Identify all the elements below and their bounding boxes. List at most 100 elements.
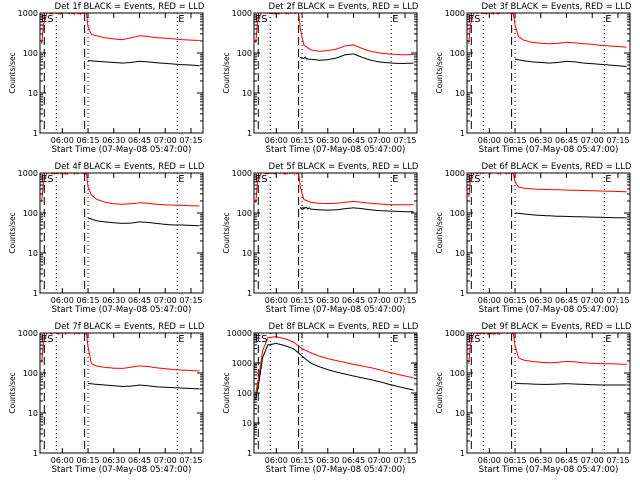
- lld-series-line: [255, 336, 414, 394]
- x-tick-label: 06:00: [478, 456, 501, 465]
- y-tick-label: 10: [242, 419, 252, 428]
- x-tick-label: 06:45: [128, 136, 151, 145]
- y-axis-label: Counts/sec: [435, 212, 444, 253]
- x-tick-label: 06:15: [504, 136, 527, 145]
- start-marker-label: ES: [468, 14, 481, 25]
- y-tick-label: 10: [28, 89, 38, 98]
- y-axis-label: Counts/sec: [8, 212, 17, 253]
- y-tick-label: 100: [23, 49, 38, 58]
- events-series-line: [515, 382, 627, 386]
- panel-title: Det 7f BLACK = Events, RED = LLD: [55, 322, 205, 332]
- y-tick-label: 10: [455, 249, 465, 258]
- plot-frame: [253, 172, 418, 294]
- end-marker-label: E: [605, 334, 611, 345]
- y-axis-label: Counts/sec: [222, 52, 231, 93]
- x-tick-label: 06:00: [265, 136, 288, 145]
- x-tick-label: 06:45: [128, 456, 151, 465]
- x-tick-label: 06:45: [555, 136, 578, 145]
- x-tick-label: 06:15: [504, 456, 527, 465]
- x-tick-label: 06:00: [51, 296, 74, 305]
- detector-panel: Det 6f BLACK = Events, RED = LLD 1 10 100 10…: [435, 162, 632, 315]
- panel-title: Det 6f BLACK = Events, RED = LLD: [482, 162, 632, 172]
- plot-frame: [39, 172, 204, 294]
- end-marker-label: E: [392, 334, 398, 345]
- x-axis-label: Start Time (07-May-08 05:47:00): [479, 465, 619, 475]
- x-tick-label: 06:00: [51, 456, 74, 465]
- y-tick-label: 1: [247, 449, 252, 458]
- end-marker-label: E: [605, 14, 611, 25]
- plot-frame: [253, 332, 418, 454]
- y-tick-label: 1000: [232, 169, 252, 178]
- y-axis-label: Counts/sec: [8, 372, 17, 413]
- detector-panel: Det 8f BLACK = Events, RED = LLD 1 10 100 10…: [222, 322, 419, 475]
- x-tick-label: 07:15: [606, 136, 629, 145]
- x-axis-label: Start Time (07-May-08 05:47:00): [266, 305, 406, 315]
- end-marker-label: E: [178, 174, 184, 185]
- start-marker-label: ES: [41, 334, 54, 345]
- y-axis-label: Counts/sec: [222, 212, 231, 253]
- x-tick-label: 06:30: [102, 456, 125, 465]
- y-tick-label: 1000: [445, 9, 465, 18]
- lld-series-line: [468, 333, 627, 365]
- start-marker-label: ES: [468, 334, 481, 345]
- x-tick-label: 07:00: [154, 296, 177, 305]
- x-tick-label: 07:00: [581, 456, 604, 465]
- x-tick-label: 07:15: [393, 136, 416, 145]
- y-tick-label: 1000: [18, 9, 38, 18]
- y-tick-label: 1000: [232, 359, 252, 368]
- y-tick-label: 1000: [445, 329, 465, 338]
- y-tick-label: 100: [450, 209, 465, 218]
- y-tick-label: 100: [237, 49, 252, 58]
- y-axis-label: Counts/sec: [8, 52, 17, 93]
- y-tick-label: 1: [247, 289, 252, 298]
- start-marker-label: ES: [468, 174, 481, 185]
- detector-panel: Det 2f BLACK = Events, RED = LLD 1 10 100 10…: [222, 2, 419, 155]
- lld-series-line: [41, 333, 200, 372]
- x-tick-label: 06:30: [529, 296, 552, 305]
- y-tick-label: 10: [455, 89, 465, 98]
- end-marker-label: E: [392, 174, 398, 185]
- y-tick-label: 1: [460, 449, 465, 458]
- end-marker-label: E: [605, 174, 611, 185]
- y-axis-label: Counts/sec: [222, 372, 231, 413]
- x-axis-label: Start Time (07-May-08 05:47:00): [479, 145, 619, 155]
- end-marker-label: E: [178, 334, 184, 345]
- y-tick-label: 100: [237, 209, 252, 218]
- events-series-line: [514, 58, 627, 67]
- y-tick-label: 10000: [227, 329, 252, 338]
- detector-panel: Det 9f BLACK = Events, RED = LLD 1 10 100 10…: [435, 322, 632, 475]
- panel-title: Det 8f BLACK = Events, RED = LLD: [269, 322, 419, 332]
- y-tick-label: 1000: [18, 169, 38, 178]
- x-tick-label: 06:30: [316, 296, 339, 305]
- x-axis-label: Start Time (07-May-08 05:47:00): [52, 305, 192, 315]
- detector-panel: Det 7f BLACK = Events, RED = LLD 1 10 100 10…: [8, 322, 205, 475]
- x-tick-label: 06:30: [316, 136, 339, 145]
- start-marker-label: ES: [255, 14, 268, 25]
- x-axis-label: Start Time (07-May-08 05:47:00): [52, 145, 192, 155]
- plot-frame: [39, 12, 204, 134]
- y-tick-label: 100: [237, 389, 252, 398]
- x-tick-label: 07:00: [154, 456, 177, 465]
- x-tick-label: 06:15: [77, 136, 100, 145]
- y-tick-label: 1: [460, 129, 465, 138]
- y-tick-label: 100: [23, 209, 38, 218]
- lld-series-line: [255, 173, 414, 206]
- plot-frame: [466, 172, 631, 294]
- y-tick-label: 1000: [232, 9, 252, 18]
- y-tick-label: 10: [28, 249, 38, 258]
- y-tick-label: 1: [33, 449, 38, 458]
- y-tick-label: 1: [33, 129, 38, 138]
- x-tick-label: 06:15: [77, 456, 100, 465]
- x-tick-label: 06:30: [316, 456, 339, 465]
- detector-panel: Det 4f BLACK = Events, RED = LLD 1 10 100 10…: [8, 162, 205, 315]
- x-tick-label: 06:30: [529, 456, 552, 465]
- x-tick-label: 07:00: [368, 136, 391, 145]
- x-tick-label: 06:45: [128, 296, 151, 305]
- x-tick-label: 07:00: [154, 136, 177, 145]
- x-tick-label: 06:15: [77, 296, 100, 305]
- x-tick-label: 07:00: [368, 296, 391, 305]
- detector-panel: Det 3f BLACK = Events, RED = LLD 1 10 100 10…: [435, 2, 632, 155]
- panel-title: Det 5f BLACK = Events, RED = LLD: [269, 162, 419, 172]
- events-series-line: [299, 53, 414, 64]
- plot-frame: [466, 332, 631, 454]
